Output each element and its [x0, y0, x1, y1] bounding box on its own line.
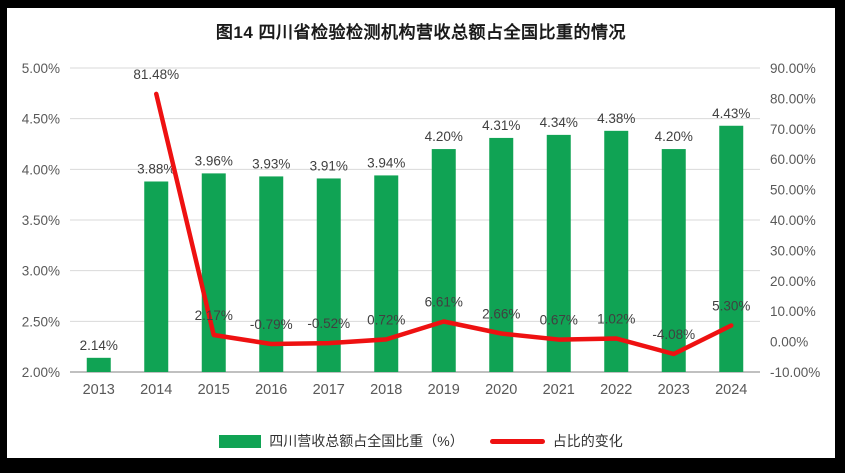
left-axis-tick-label: 5.00% — [22, 61, 60, 76]
left-axis-tick-label: 4.50% — [22, 112, 60, 127]
line-value-label: 0.67% — [540, 313, 578, 328]
x-axis-label: 2018 — [370, 382, 402, 398]
chart-frame: 图14 四川省检验检测机构营收总额占全国比重的情况 5.00% 4.50% 4.00… — [7, 8, 835, 458]
bar-2017 — [316, 178, 341, 372]
right-axis-tick-label: 70.00% — [770, 122, 816, 137]
right-axis-tick-label: 60.00% — [770, 152, 816, 167]
line-value-label: 2.66% — [482, 307, 520, 322]
plot-area: 5.00% 4.50% 4.00% 3.50% 3.00% 2.50% 2.00% 90.00… — [7, 8, 835, 458]
bar-value-label: 4.38% — [597, 111, 635, 126]
right-axis-tick-label: -10.00% — [770, 365, 820, 380]
bar-2021 — [546, 134, 571, 372]
bar-2013 — [86, 357, 111, 372]
line-value-label: 81.48% — [133, 67, 179, 82]
x-axis-label: 2021 — [543, 382, 575, 398]
left-axis-tick-label: 3.50% — [22, 213, 60, 228]
bar-2024 — [719, 125, 744, 372]
bar-value-label: 4.43% — [712, 106, 750, 121]
right-axis-tick-label: 0.00% — [770, 335, 808, 350]
bar-value-label: 3.91% — [310, 158, 348, 173]
right-axis-tick-label: 80.00% — [770, 91, 816, 106]
bar-series-label: 四川营收总额占全国比重（%） — [269, 433, 464, 449]
right-axis-tick-label: 50.00% — [770, 183, 816, 198]
x-axis-label: 2016 — [255, 382, 287, 398]
bar-2022 — [604, 130, 629, 372]
bar-value-label: 3.93% — [252, 156, 290, 171]
left-axis-tick-label: 3.00% — [22, 264, 60, 279]
bar-2020 — [489, 137, 514, 372]
bar-2014 — [144, 181, 169, 372]
bar-2023 — [661, 149, 686, 372]
line-series-label: 占比的变化 — [552, 433, 623, 449]
bar-2016 — [259, 176, 284, 372]
left-axis-tick-label: 4.00% — [22, 162, 60, 177]
x-axis-label: 2015 — [198, 382, 230, 398]
x-axis-label: 2020 — [485, 382, 517, 398]
right-axis-tick-label: 30.00% — [770, 243, 816, 258]
left-axis-tick-label: 2.50% — [22, 314, 60, 329]
right-axis-tick-label: 90.00% — [770, 61, 816, 76]
line-value-label: 5.30% — [712, 298, 750, 313]
right-axis-tick-label: 20.00% — [770, 274, 816, 289]
legend-item-bar-series: 四川营收总额占全国比重（%） — [219, 431, 464, 451]
right-axis-tick-label: 40.00% — [770, 213, 816, 228]
bar-value-label: 4.34% — [540, 115, 578, 130]
right-axis-tick-label: 10.00% — [770, 304, 816, 319]
line-value-label: 2.17% — [195, 308, 233, 323]
x-axis-label: 2019 — [428, 382, 460, 398]
bar-value-label: 3.96% — [195, 153, 233, 168]
x-axis-label: 2022 — [600, 382, 632, 398]
x-axis-label: 2013 — [83, 382, 115, 398]
bar-2018 — [374, 175, 399, 372]
x-axis-label: 2014 — [140, 382, 172, 398]
chart-title: 图14 四川省检验检测机构营收总额占全国比重的情况 — [215, 23, 627, 42]
legend: 四川营收总额占全国比重（%） 占比的变化 — [7, 431, 835, 451]
bar-series-swatch-icon — [219, 434, 262, 448]
line-value-label: -0.52% — [307, 316, 350, 331]
bar-2015 — [201, 173, 226, 372]
bar-value-label: 4.20% — [655, 129, 693, 144]
bar-value-label: 4.20% — [425, 129, 463, 144]
line-value-label: -0.79% — [250, 317, 293, 332]
line-series-swatch-icon — [489, 438, 545, 444]
trend-line — [154, 91, 734, 357]
line-value-label: 1.02% — [597, 311, 635, 326]
chart-canvas: 5.00% 4.50% 4.00% 3.50% 3.00% 2.50% 2.00% 90.00… — [22, 61, 821, 398]
left-axis-tick-label: 2.00% — [22, 365, 60, 380]
legend-item-line-series: 占比的变化 — [489, 431, 623, 451]
x-axis-label: 2023 — [658, 382, 690, 398]
line-value-label: -4.08% — [652, 327, 695, 342]
bar-value-label: 3.88% — [137, 161, 175, 176]
line-value-label: 0.72% — [367, 312, 405, 327]
bar-value-label: 3.94% — [367, 155, 405, 170]
x-axis-label: 2024 — [715, 382, 747, 398]
line-value-label: 6.61% — [425, 295, 463, 310]
bar-2019 — [431, 149, 456, 372]
bar-value-label: 2.14% — [80, 338, 118, 353]
bar-value-label: 4.31% — [482, 118, 520, 133]
x-axis-label: 2017 — [313, 382, 345, 398]
